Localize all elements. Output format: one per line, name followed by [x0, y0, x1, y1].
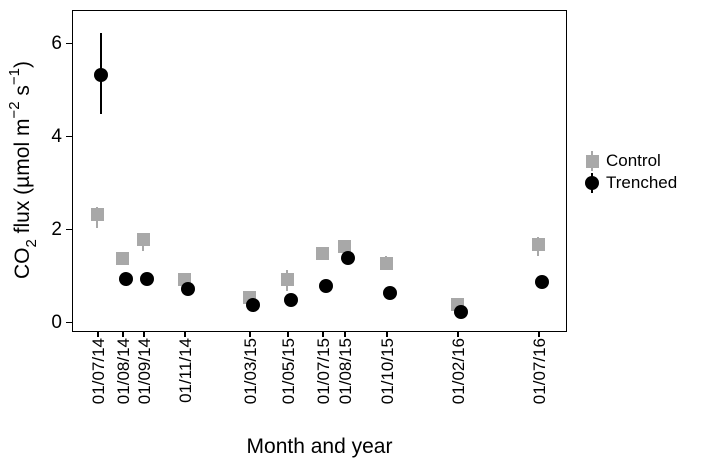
x-tick-label: 01/07/14	[88, 338, 108, 405]
x-tick	[386, 331, 388, 337]
y-tick-label: 6	[51, 32, 62, 54]
x-tick-label: 01/07/15	[313, 338, 333, 405]
data-point-control	[136, 233, 150, 247]
data-point-trenched	[284, 293, 298, 308]
data-point-trenched	[319, 279, 333, 294]
x-tick-label: 01/08/15	[335, 338, 355, 405]
x-tick-label: 01/10/15	[377, 338, 397, 405]
x-tick	[97, 331, 99, 337]
legend-label-trenched: Trenched	[606, 173, 678, 192]
x-tick-label: 01/08/14	[113, 338, 133, 405]
legend-label-control: Control	[606, 151, 661, 170]
x-tick	[249, 331, 251, 337]
data-point-trenched	[341, 251, 355, 266]
y-tick-label: 0	[51, 311, 62, 333]
x-tick-label: 01/03/15	[240, 338, 260, 405]
x-tick	[322, 331, 324, 337]
y-tick-label: 2	[51, 218, 62, 240]
data-point-trenched	[535, 274, 549, 289]
data-point-control	[337, 240, 351, 254]
x-tick-label: 01/07/16	[529, 338, 549, 405]
x-tick-label: 01/11/14	[175, 338, 195, 403]
y-tick	[66, 228, 72, 231]
data-point-trenched	[94, 67, 108, 82]
data-point-control	[379, 256, 393, 270]
y-tick	[66, 135, 72, 138]
trenched-circle-icon	[584, 172, 600, 194]
control-square-icon	[584, 150, 600, 172]
x-tick	[143, 331, 145, 337]
data-point-trenched	[454, 304, 468, 319]
x-tick	[344, 331, 346, 337]
legend-key-circle	[585, 176, 599, 190]
x-axis-title: Month and year	[246, 435, 393, 458]
legend-item-trenched: Trenched	[584, 172, 677, 194]
legend-item-control: Control	[584, 150, 677, 172]
x-tick-label: 01/09/14	[134, 338, 154, 405]
y-tick	[66, 42, 72, 45]
data-point-trenched	[140, 272, 154, 287]
x-tick	[122, 331, 124, 337]
data-point-control	[90, 207, 104, 221]
y-axis-title: CO2 flux (µmol m−2 s−1)	[6, 61, 41, 280]
data-point-trenched	[383, 286, 397, 301]
x-tick	[184, 331, 186, 337]
plot-panel	[72, 10, 567, 332]
data-point-control	[531, 237, 545, 251]
y-tick-label: 4	[51, 125, 62, 147]
data-point-control	[315, 247, 329, 261]
data-point-control	[115, 251, 129, 265]
x-tick-label: 01/02/16	[448, 338, 468, 405]
data-point-trenched	[181, 281, 195, 296]
x-tick	[287, 331, 289, 337]
legend: Control Trenched	[584, 150, 677, 194]
x-tick	[538, 331, 540, 337]
y-tick	[66, 321, 72, 324]
x-tick-label: 01/05/15	[278, 338, 298, 405]
data-point-trenched	[246, 297, 260, 312]
legend-key-square	[585, 154, 599, 168]
x-tick	[457, 331, 459, 337]
data-point-trenched	[119, 272, 133, 287]
data-point-control	[280, 272, 294, 286]
